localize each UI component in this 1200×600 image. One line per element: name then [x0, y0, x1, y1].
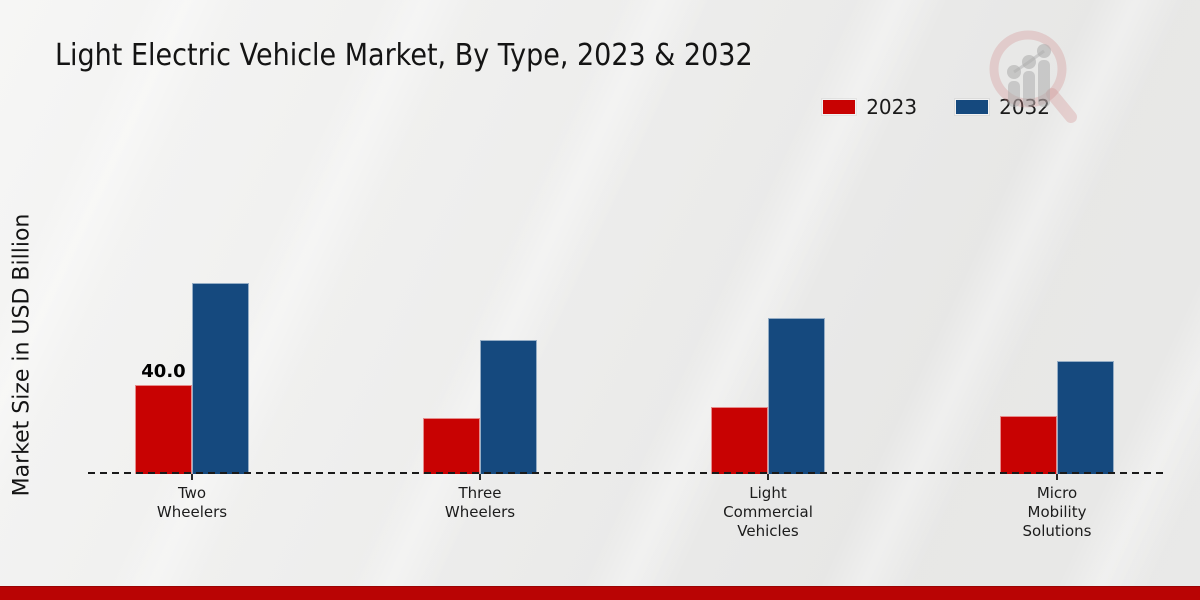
category-label-micro-mobility-solutions: Micro Mobility Solutions: [1022, 484, 1092, 540]
legend-swatch-2032: [955, 99, 990, 115]
legend: 2023 2032: [822, 95, 1050, 119]
category-label-light-commercial-vehicles: Light Commercial Vehicles: [723, 484, 813, 540]
bar-2032-two-wheelers: [192, 283, 249, 474]
footer-accent-bar: [0, 586, 1200, 600]
legend-item-2032: 2032: [955, 95, 1050, 119]
legend-label: 2032: [999, 95, 1050, 119]
legend-label: 2023: [866, 95, 918, 119]
bar-2023-light-commercial-vehicles: [711, 407, 768, 474]
x-axis-tick: [1056, 474, 1058, 480]
bar-2032-three-wheelers: [480, 340, 537, 474]
bar-2032-light-commercial-vehicles: [768, 318, 825, 474]
category-label-two-wheelers: Two Wheelers: [156, 484, 228, 521]
category-label-three-wheelers: Three Wheelers: [444, 484, 516, 521]
x-axis-tick: [191, 474, 193, 480]
chart-title: Light Electric Vehicle Market, By Type, …: [55, 38, 753, 73]
bar-2023-two-wheelers: [135, 385, 192, 474]
x-axis-tick: [767, 474, 769, 480]
bar-2032-micro-mobility-solutions: [1057, 361, 1114, 474]
legend-swatch-2023: [822, 99, 857, 115]
x-axis-tick: [479, 474, 481, 480]
x-axis-baseline: [88, 472, 1168, 474]
bar-2023-micro-mobility-solutions: [1000, 416, 1057, 474]
bar-2023-three-wheelers: [423, 418, 480, 474]
magnifier-bar-chart-logo-icon: [989, 30, 1077, 123]
bar-value-label: 40.0: [141, 361, 186, 382]
legend-item-2023: 2023: [822, 95, 917, 119]
